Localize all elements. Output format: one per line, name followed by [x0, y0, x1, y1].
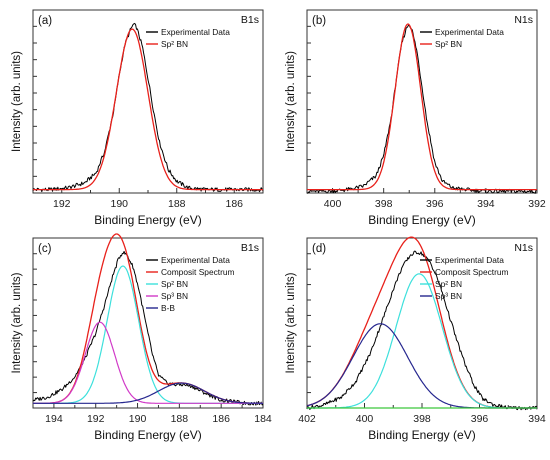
series-line: [33, 28, 263, 191]
legend-entry: Sp² BN: [435, 279, 462, 289]
x-tick-label: 396: [426, 198, 444, 210]
x-axis-title: Binding Energy (eV): [368, 428, 475, 442]
series-line: [306, 250, 538, 411]
series-line: [32, 250, 264, 406]
legend-entry: Composit Spectrum: [435, 267, 509, 277]
panel-4: 402 400 398 396 394 (d) N1s Experimental Data Co…: [285, 236, 546, 442]
x-tick-label: 190: [129, 413, 147, 425]
legend-entry: Sp² BN: [161, 279, 188, 289]
legend-entry: Experimental Data: [161, 255, 230, 265]
x-tick-label: 392: [528, 198, 546, 210]
y-axis-title: Intensity (arb. units): [11, 51, 23, 152]
series-line: [307, 23, 537, 191]
spectrum-label: B1s: [241, 242, 259, 254]
x-tick-label: 394: [528, 413, 546, 425]
x-axis-title: Binding Energy (eV): [368, 213, 475, 227]
y-axis-title: Intensity (arb. units): [285, 51, 297, 152]
x-axis-title: Binding Energy (eV): [94, 428, 201, 442]
y-axis-title: Intensity (arb. units): [285, 272, 297, 373]
legend-entry: Experimental Data: [161, 27, 230, 37]
panel-1: 192 190 188 186 (a) B1s Experimental Data Sp² B…: [11, 9, 264, 227]
x-tick-label: 400: [324, 198, 342, 210]
x-tick-label: 192: [53, 198, 71, 210]
legend-entry: Sp² BN: [161, 39, 188, 49]
x-tick-label: 396: [471, 413, 489, 425]
x-tick-label: 188: [168, 198, 186, 210]
series-line: [33, 382, 263, 404]
spectrum-label: B1s: [241, 14, 259, 26]
x-tick-label: 394: [477, 198, 495, 210]
x-tick-label: 192: [87, 413, 105, 425]
spectrum-label: N1s: [514, 14, 533, 26]
panel-3: 194 192 190 188 186 184 (c) B1s Experimental Dat…: [11, 233, 272, 442]
plot-area: [32, 237, 264, 409]
x-axis-title: Binding Energy (eV): [94, 213, 201, 227]
x-tick-label: 402: [298, 413, 316, 425]
legend-entry: Experimental Data: [435, 27, 504, 37]
panel-2: 400 398 396 394 392 (b) N1s Experimental Data Sp…: [285, 9, 546, 227]
legend-entry: Composit Spectrum: [161, 267, 235, 277]
x-tick-label: 400: [356, 413, 374, 425]
y-axis-title: Intensity (arb. units): [11, 272, 23, 373]
panel-label: (d): [312, 243, 326, 255]
panel-label: (b): [312, 15, 326, 27]
legend-entry: Experimental Data: [435, 255, 504, 265]
spectrum-label: N1s: [514, 242, 533, 254]
x-tick-label: 188: [171, 413, 189, 425]
series-line: [33, 321, 263, 404]
legend-entry: Sp³ BN: [435, 291, 462, 301]
legend-entry: B-B: [161, 303, 175, 313]
panel-label: (a): [38, 15, 52, 27]
x-tick-label: 186: [225, 198, 243, 210]
x-tick-label: 398: [375, 198, 393, 210]
legend-entry: Sp³ BN: [161, 291, 188, 301]
x-tick-label: 186: [212, 413, 230, 425]
panel-label: (c): [38, 243, 52, 255]
x-tick-label: 398: [413, 413, 431, 425]
plot-area: [32, 9, 264, 194]
legend-entry: Sp² BN: [435, 39, 462, 49]
x-tick-label: 190: [110, 198, 128, 210]
x-tick-label: 184: [254, 413, 272, 425]
plot-area: [306, 237, 538, 409]
x-tick-label: 194: [45, 413, 63, 425]
